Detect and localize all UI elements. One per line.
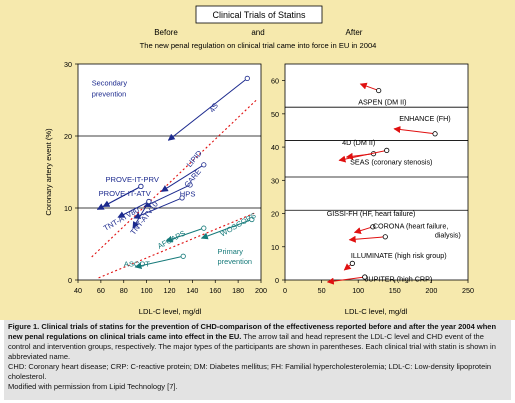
- after-x-tick-label: 0: [283, 286, 287, 295]
- before-secondary-trend-line: [91, 99, 257, 258]
- before-x-tick-label: 140: [186, 286, 198, 295]
- before-plot-area: [77, 63, 262, 281]
- before-y-axis-label: Coronary artery event (%): [44, 128, 53, 216]
- before-arrow-hps: [133, 197, 183, 219]
- figure-caption: Figure 1. Clinical trials of statins for…: [4, 320, 511, 400]
- after-y-tick-label: 0: [275, 276, 279, 285]
- figure-panel: Clinical Trials of Statins Before and Af…: [0, 0, 515, 320]
- before-point-ascot: [180, 253, 186, 259]
- after-x-tick-label: 50: [318, 286, 326, 295]
- after-y-tick-label: 50: [271, 110, 279, 119]
- header-title: Clinical Trials of Statins: [212, 10, 306, 20]
- after-arrow-enhance: [393, 126, 436, 135]
- after-x-tick-label: 150: [389, 286, 401, 295]
- before-y-tick-label: 0: [68, 276, 72, 285]
- before-y-tick-label: 30: [64, 60, 72, 69]
- after-x-axis-label: LDL-C level, mg/dl: [345, 307, 408, 316]
- before-x-tick-label: 40: [74, 286, 82, 295]
- after-y-tick-label: 20: [271, 210, 279, 219]
- before-x-tick-label: 100: [141, 286, 153, 295]
- before-group-label-primary: Primary: [218, 247, 244, 256]
- after-y-tick-label: 30: [271, 176, 279, 185]
- before-arrow-afcaps: [165, 227, 204, 243]
- after-trial-label-enhance: ENHANCE (FH): [399, 114, 451, 123]
- after-arrow-jupiter: [326, 276, 365, 285]
- after-arrow-gissi-fh: [353, 226, 373, 234]
- after-trial-label-corona: CORONA (heart failure, dialysis): [373, 221, 461, 239]
- before-point-woscops: [249, 216, 255, 223]
- before-x-tick-label: 160: [209, 286, 221, 295]
- before-group-label-primary: prevention: [218, 257, 253, 266]
- before-point-lipid: [201, 162, 207, 168]
- after-trial-label-illuminate: ILLUMINATE (high risk group): [351, 251, 447, 260]
- after-y-tick-label: 60: [271, 77, 279, 86]
- after-plot-area: [284, 63, 469, 281]
- before-point-prove-it-atv: [138, 183, 144, 189]
- before-arrow-lipid: [160, 164, 205, 192]
- before-trial-label-4s: 4S: [207, 101, 220, 114]
- before-point-hps: [179, 195, 185, 201]
- before-arrow-care: [143, 184, 191, 208]
- before-arrow-woscops: [200, 219, 253, 240]
- after-arrow-seas: [338, 149, 387, 163]
- after-arrow-aspen: [359, 82, 379, 92]
- before-x-axis-label: LDL-C level, mg/dl: [139, 307, 202, 316]
- after-point-enhance: [432, 131, 438, 137]
- before-x-tick-label: 60: [97, 286, 105, 295]
- after-trial-label-4d: 4D (DM II): [342, 138, 375, 147]
- before-arrow-prove-it-atv: [96, 185, 142, 210]
- before-trial-label-prove-it-atv: PROVE-IT-ATV: [99, 189, 152, 198]
- before-y-tick-label: 10: [64, 204, 72, 213]
- caption-body: The arrow tail and head represent the LD…: [8, 332, 496, 361]
- after-point-gissi-fh: [370, 224, 376, 230]
- before-point-afcaps: [201, 225, 207, 231]
- after-trial-label-gissi-fh: GISSI-FH (HF, heart failure): [327, 209, 416, 218]
- before-group-label-secondary: Secondary: [92, 79, 128, 88]
- after-y-tick-label: 40: [271, 143, 279, 152]
- figure-canvas: Clinical Trials of Statins Before and Af…: [44, 5, 474, 316]
- before-group-label-secondary: prevention: [92, 89, 127, 98]
- after-x-tick-label: 100: [352, 286, 364, 295]
- before-trial-label-hps: HPS: [180, 189, 196, 198]
- after-point-seas: [384, 147, 390, 153]
- after-point-aspen: [376, 87, 382, 94]
- before-trial-label-prove-it-prv: PROVE-IT-PRV: [105, 175, 159, 184]
- before-arrow-tnt-atv80: [117, 201, 150, 218]
- header-before: Before: [154, 28, 178, 37]
- before-arrow-ascot: [134, 255, 184, 270]
- before-arrow-4s: [167, 78, 248, 141]
- after-chart: 0 50 100 150 200 250 0 10 20 30 40 50 60 ASPEN (DM II…: [271, 77, 474, 295]
- header-after: After: [346, 28, 363, 37]
- header-and: and: [251, 28, 264, 37]
- after-point-jupiter: [362, 274, 368, 280]
- before-x-tick-label: 180: [232, 286, 244, 295]
- header-subtitle: The new penal regulation on clinical tri…: [140, 41, 377, 50]
- after-trial-label-seas: SEAS (coronary stenosis): [350, 158, 432, 167]
- after-point-corona: [382, 234, 388, 240]
- caption-abbreviations: CHD: Coronary heart disease; CRP: C-reac…: [8, 362, 492, 381]
- before-x-tick-label: 80: [120, 286, 128, 295]
- before-point-care: [187, 182, 193, 188]
- caption-title: Figure 1. Clinical trials of statins for…: [8, 322, 497, 341]
- before-primary-trend-line: [98, 211, 257, 279]
- after-x-tick-label: 200: [425, 286, 437, 295]
- before-point-4s: [244, 75, 250, 82]
- before-point-tnt-atv10: [146, 198, 152, 205]
- before-x-tick-label: 200: [255, 286, 267, 295]
- before-y-tick-label: 20: [64, 132, 72, 141]
- after-y-tick-label: 10: [271, 243, 279, 252]
- before-x-tick-label: 120: [164, 286, 176, 295]
- after-point-illuminate: [349, 260, 355, 266]
- after-trial-label-jupiter: JUPITER (high CRP): [365, 275, 433, 284]
- before-trial-label-ascot: ASCOT: [124, 259, 151, 268]
- after-trial-label-aspen: ASPEN (DM II): [358, 98, 406, 107]
- after-arrow-corona: [348, 235, 386, 243]
- caption-source: Modified with permission from Lipid Tech…: [8, 382, 178, 391]
- before-arrow-tnt-atv10: [132, 201, 150, 229]
- after-x-tick-label: 250: [462, 286, 474, 295]
- header-title-box: [195, 5, 323, 24]
